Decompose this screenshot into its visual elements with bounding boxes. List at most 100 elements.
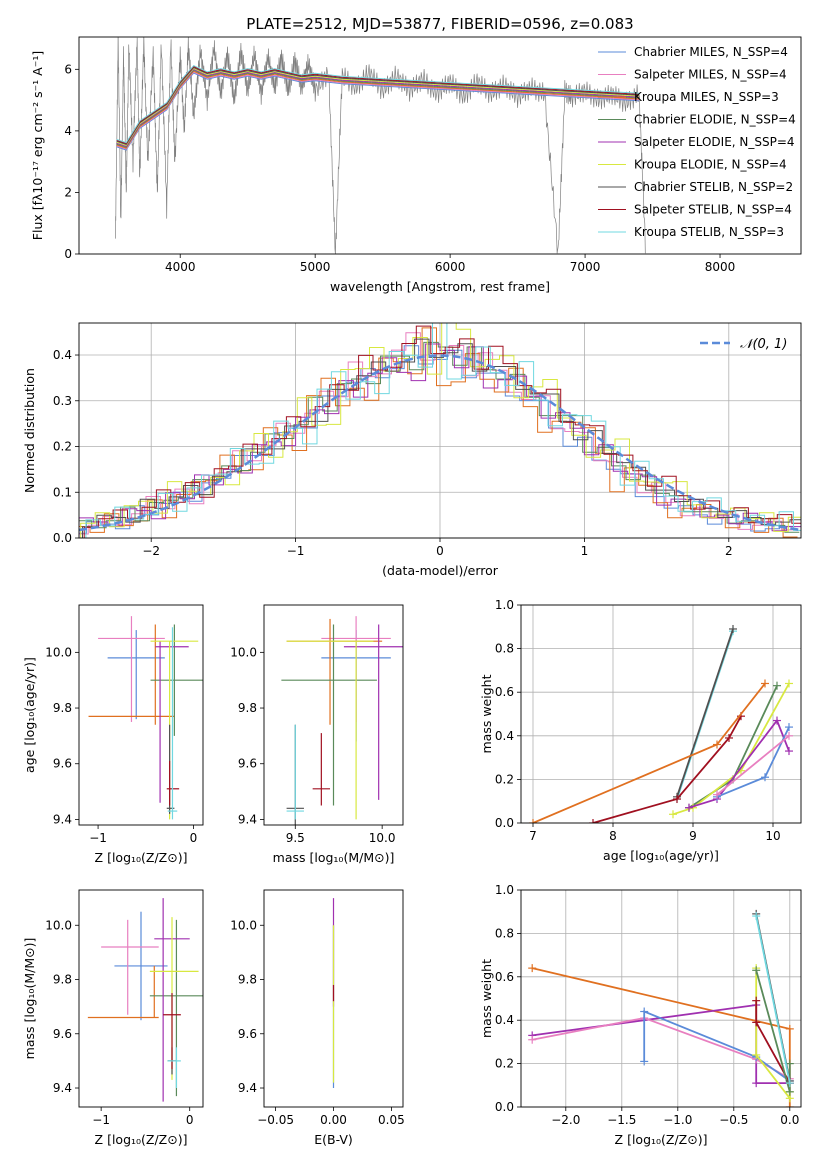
x-axis-label: Z [log₁₀(Z/Z⊙)]: [615, 1132, 708, 1147]
x-tick-label: 0.00: [320, 1113, 347, 1127]
y-tick-label: 10.0: [45, 918, 72, 932]
model-fit-line-salpeter-elodie: [116, 68, 640, 147]
x-tick-label: −2: [142, 544, 160, 558]
x-axis-label: wavelength [Angstrom, rest frame]: [330, 279, 550, 294]
y-axis-label: mass weight: [479, 674, 494, 753]
age-vs-mass-panel: 9.5 10.0 9.4 9.6 9.8 10.0 mass [log₁₀(M/M⊙)]: [230, 604, 404, 865]
axes-frame: [520, 604, 802, 824]
y-tick-label: 9.8: [53, 701, 72, 715]
axes-frame: [520, 889, 802, 1108]
weight-line-salpeter-elodie: [532, 1003, 790, 1084]
y-tick-label: 0.1: [53, 485, 72, 499]
axes-frame: [78, 36, 802, 255]
x-tick-label: −1.0: [663, 1113, 692, 1127]
x-tick-label: 0.0: [780, 1113, 799, 1127]
y-tick-label: 6: [64, 62, 72, 76]
model-fit-line-kroupa-miles: [116, 70, 640, 149]
observed-spectrum-line: [115, 37, 646, 254]
y-tick-label: 0: [64, 247, 72, 261]
x-tick-label: 5000: [300, 260, 331, 274]
x-tick-label: 4000: [165, 260, 196, 274]
y-tick-label: 0.4: [495, 729, 514, 743]
y-axis-label: age [log₁₀(age/yr)]: [22, 657, 37, 773]
x-tick-label: 2: [725, 544, 733, 558]
x-tick-label: −1: [89, 831, 107, 845]
y-axis-label: mass [log₁₀(M/M⊙)]: [22, 938, 37, 1060]
x-tick-label: 10.0: [369, 831, 396, 845]
residuals-plot-area: [79, 323, 801, 538]
spectrum-panel: 4000 5000 6000 7000 8000 0 2 4 6 wavelength [Angs…: [30, 36, 802, 294]
x-tick-label: 0.05: [378, 1113, 405, 1127]
residuals-panel: −2 −1 0 1 2 0.0 0.1 0.2 0.3 0.4 (data-model)/error…: [22, 322, 802, 578]
age-vs-Z-plot-area: [88, 616, 203, 820]
y-tick-label: 0.2: [53, 440, 72, 454]
histogram-step-kroupa-stelib: [85, 323, 801, 538]
legend-label: Kroupa STELIB, N_SSP=3: [634, 225, 784, 239]
gaussian-reference-line: [79, 354, 801, 532]
weight-line-kroupa-elodie: [672, 683, 790, 816]
axes-frame: [78, 889, 204, 1108]
age-vs-mass-plot-area: [281, 616, 403, 825]
spectrum-legend: Chabrier MILES, N_SSP=4 Salpeter MILES, N…: [598, 45, 796, 239]
x-tick-label: −2.0: [551, 1113, 580, 1127]
x-tick-label: 10: [765, 829, 780, 843]
y-tick-label: 0.0: [495, 816, 514, 830]
figure-title: PLATE=2512, MJD=53877, FIBERID=0596, z=0…: [246, 15, 633, 33]
weight-vs-age-plot-area: [529, 624, 793, 823]
histogram-step-salpeter-miles: [79, 332, 796, 535]
y-tick-label: 4: [64, 124, 72, 138]
mass-vs-Z-plot-area: [87, 898, 203, 1102]
weight-line-kroupa-miles: [532, 682, 766, 823]
x-tick-label: −1.5: [607, 1113, 636, 1127]
y-tick-label: 9.4: [53, 812, 72, 826]
x-axis-label: Z [log₁₀(Z/Z⊙)]: [95, 1132, 188, 1147]
x-tick-label: 0: [436, 544, 444, 558]
x-axis-label: E(B-V): [314, 1132, 353, 1147]
y-tick-label: 0.2: [495, 1057, 514, 1071]
y-tick-label: 10.0: [45, 645, 72, 659]
legend-label: Kroupa MILES, N_SSP=3: [634, 90, 779, 104]
x-axis-label: age [log₁₀(age/yr)]: [603, 848, 719, 863]
histogram-step-salpeter-stelib: [83, 325, 801, 538]
x-tick-label: 9: [689, 829, 697, 843]
weight-line-salpeter-stelib: [592, 715, 742, 823]
weight-line-kroupa-miles: [531, 967, 791, 1107]
x-tick-label: 9.5: [286, 831, 305, 845]
weight-line-salpeter-elodie: [688, 718, 790, 809]
x-tick-label: 6000: [435, 260, 466, 274]
axes-frame: [78, 322, 802, 539]
residuals-legend: 𝒩(0, 1): [700, 337, 787, 352]
x-axis-label: mass [log₁₀(M/M⊙)]: [273, 850, 395, 865]
y-tick-label: 9.6: [238, 1027, 257, 1041]
y-tick-label: 9.6: [53, 757, 72, 771]
legend-label: Chabrier MILES, N_SSP=4: [634, 45, 788, 59]
legend-label: 𝒩(0, 1): [740, 337, 787, 352]
x-tick-label: −0.5: [719, 1113, 748, 1127]
y-tick-label: 0.4: [53, 348, 72, 362]
x-tick-label: 8000: [705, 260, 736, 274]
legend-label: Salpeter ELODIE, N_SSP=4: [634, 135, 795, 149]
y-tick-label: 9.6: [238, 757, 257, 771]
y-tick-label: 0.8: [495, 926, 514, 940]
x-tick-label: −1: [92, 1113, 110, 1127]
y-tick-label: 10.0: [230, 645, 257, 659]
y-tick-label: 9.4: [238, 1081, 257, 1095]
x-tick-label: 7: [529, 829, 537, 843]
y-tick-label: 1.0: [495, 598, 514, 612]
x-axis-label: (data-model)/error: [382, 563, 499, 578]
y-tick-label: 9.4: [238, 812, 257, 826]
y-tick-label: 0.3: [53, 394, 72, 408]
axes-frame: [263, 604, 404, 826]
x-tick-label: 8: [609, 829, 617, 843]
model-fit-line-chabrier-stelib: [116, 66, 640, 145]
x-tick-label: −1: [287, 544, 305, 558]
x-tick-label: −0.05: [257, 1113, 294, 1127]
mass-vs-Z-panel: −1 0 9.4 9.6 9.8 10.0 Z [log₁₀(Z/Z⊙)] mass [log…: [22, 889, 204, 1147]
legend-label: Chabrier STELIB, N_SSP=2: [634, 180, 793, 194]
axes-frame: [263, 889, 404, 1108]
weight-vs-Z-plot-area: [528, 909, 794, 1107]
y-tick-label: 0.4: [495, 1013, 514, 1027]
weight-line-salpeter-miles: [716, 735, 790, 796]
spectrum-plot-area: [115, 37, 646, 254]
